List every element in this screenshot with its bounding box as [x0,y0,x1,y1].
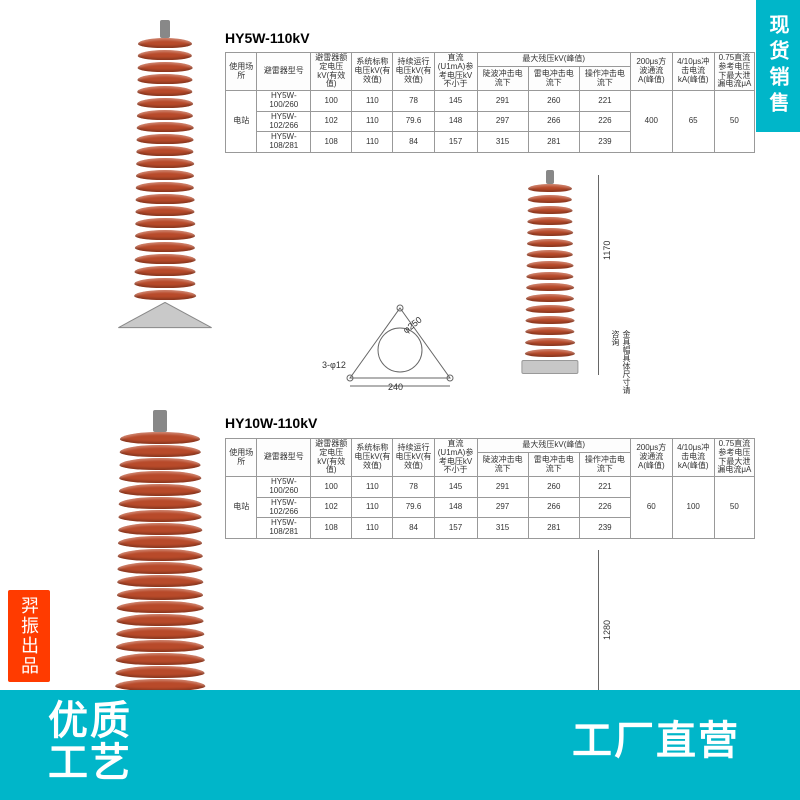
datasheet-page: 现货销售 HY5W-110kV 使用场所避雷器型号避雷器额定电压kV(有效值)系… [0,0,800,800]
spec-table-hy10w: 使用场所避雷器型号避雷器额定电压kV(有效值)系统标称电压kV(有效值)持续运行… [225,438,755,539]
spec-table-hy5w: 使用场所避雷器型号避雷器额定电压kV(有效值)系统标称电压kV(有效值)持续运行… [225,52,755,153]
dim-height-hy10w: 1280 [602,620,612,640]
overlay-badge-right: 工厂直营 [572,720,740,762]
dim-height-hy5w: 1170 [602,241,612,260]
dim-line-height-hy5w [598,175,599,375]
overlay-badge-left: 优质 工艺 [48,700,132,784]
dim-bolt: 3-φ12 [322,360,346,370]
insulator-photo-hy5w [130,20,200,340]
section-hy5w: HY5W-110kV 使用场所避雷器型号避雷器额定电压kV(有效值)系统标称电压… [0,0,800,400]
overlay-badge-tiny: 羿振出品 [8,590,50,682]
base-footprint-hy5w: 240 φ250 3-φ12 [340,300,460,390]
insulator-drawing-hy5w [520,170,580,380]
section-title-hy5w: HY5W-110kV [225,30,310,46]
overlay-band: 优质 工艺 工厂直营 [0,690,800,800]
dim-base-width: 240 [388,382,403,392]
section-title-hy10w: HY10W-110kV [225,415,317,431]
dim-note1: 金具帽具体尺寸请咨询 [610,330,632,400]
